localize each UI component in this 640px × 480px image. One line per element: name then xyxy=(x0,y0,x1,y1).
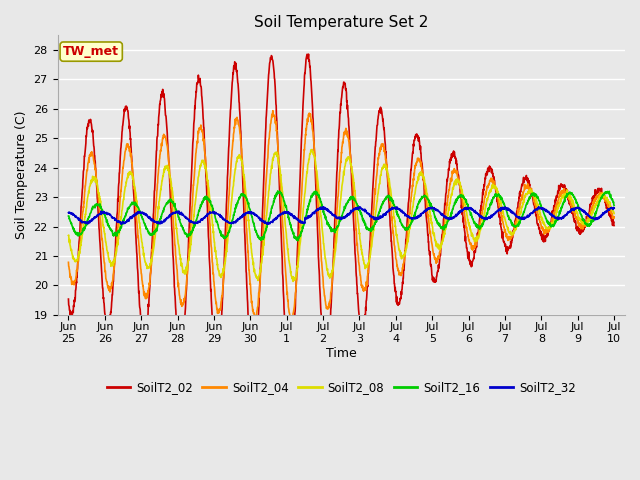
Y-axis label: Soil Temperature (C): Soil Temperature (C) xyxy=(15,111,28,240)
X-axis label: Time: Time xyxy=(326,347,356,360)
Title: Soil Temperature Set 2: Soil Temperature Set 2 xyxy=(254,15,428,30)
Text: TW_met: TW_met xyxy=(63,45,119,58)
Legend: SoilT2_02, SoilT2_04, SoilT2_08, SoilT2_16, SoilT2_32: SoilT2_02, SoilT2_04, SoilT2_08, SoilT2_… xyxy=(102,376,580,399)
